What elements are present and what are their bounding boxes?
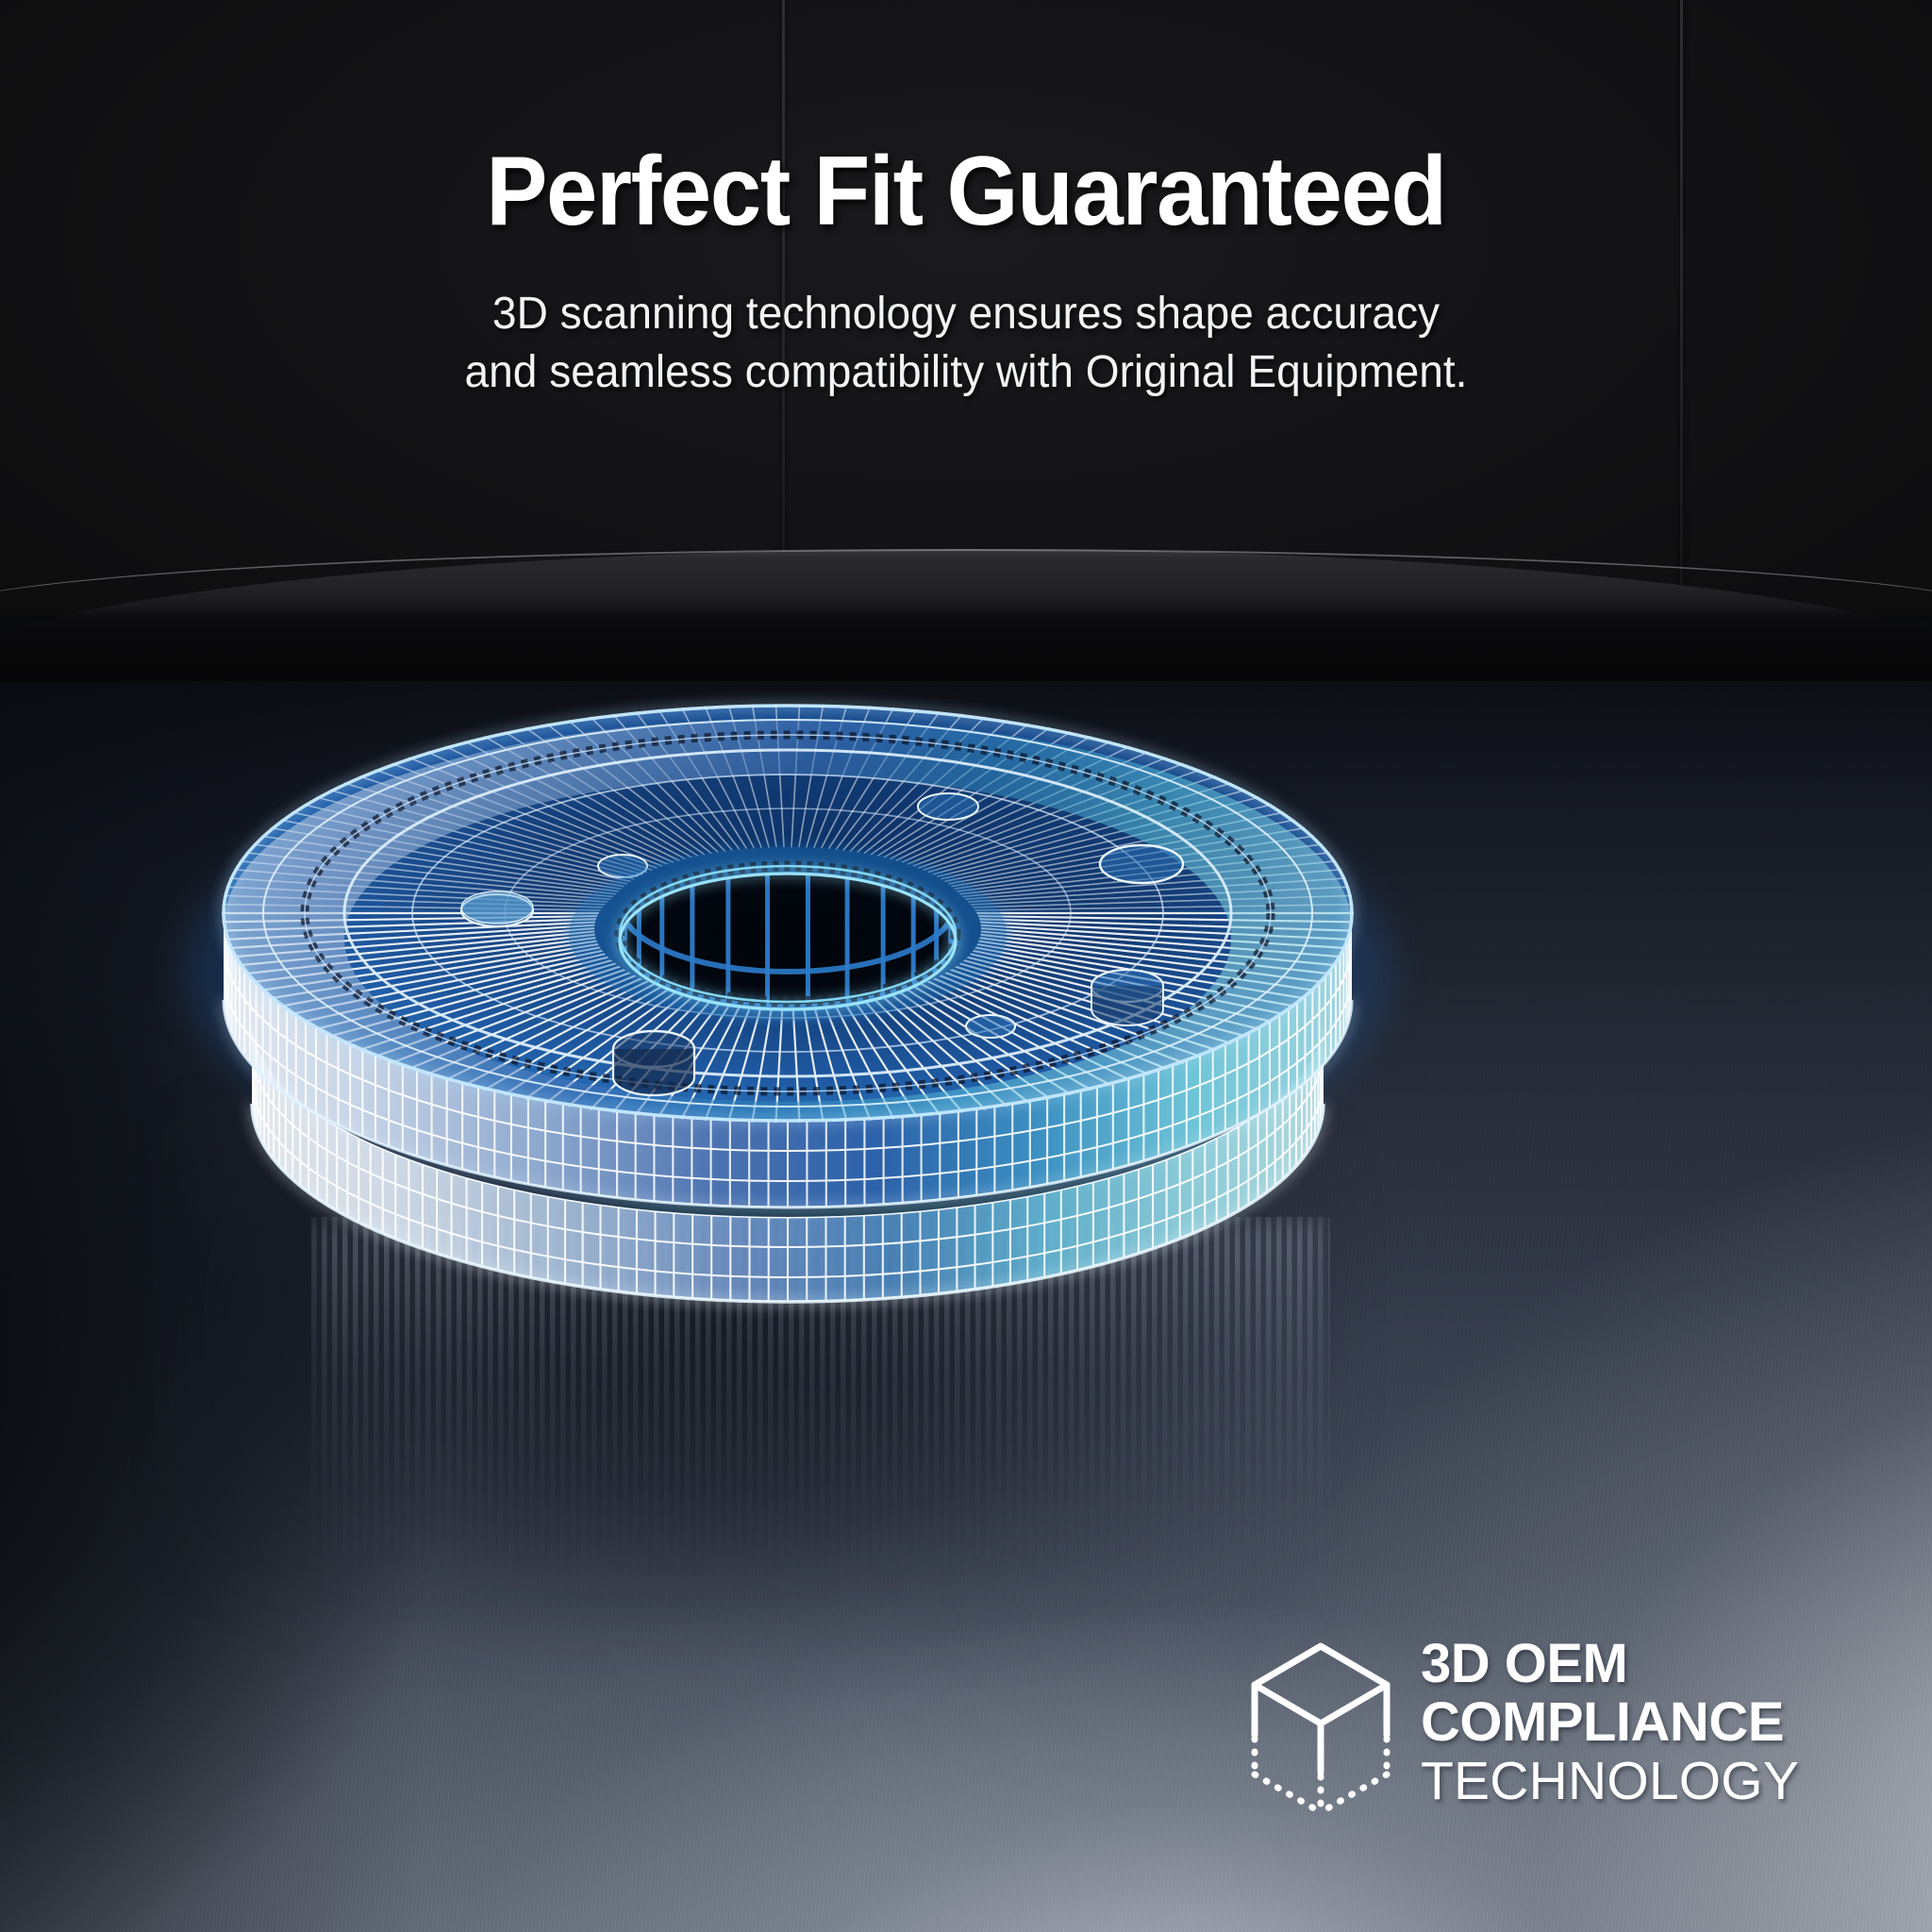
- wall-panel-seam-left: [782, 0, 785, 604]
- drum-mid-wall: [222, 913, 1354, 1209]
- wall-panel-seam-right: [1680, 0, 1683, 604]
- bolt-hole: [917, 792, 979, 821]
- header-block: Perfect Fit Guaranteed 3D scanning techn…: [0, 142, 1932, 403]
- bolt-holes: [459, 792, 1185, 1097]
- bolt-hole: [1090, 968, 1165, 1026]
- subtitle-line-2: and seamless compatibility with Original…: [464, 347, 1468, 398]
- logo-line-3: TECHNOLOGY: [1421, 1751, 1800, 1811]
- ledge-highlight-edge: [0, 549, 1932, 615]
- subtitle-line-1: 3D scanning technology ensures shape acc…: [491, 289, 1441, 340]
- page-subtitle: 3D scanning technology ensures shape acc…: [432, 285, 1501, 403]
- isometric-cube-icon: [1245, 1641, 1396, 1823]
- page-title: Perfect Fit Guaranteed: [486, 137, 1447, 246]
- brake-drum-wireframe: [165, 660, 1410, 1340]
- bolt-hole: [459, 891, 535, 928]
- bolt-hole: [965, 1014, 1016, 1039]
- logo-line-2: COMPLIANCE: [1421, 1691, 1784, 1753]
- center-bore: [569, 847, 1007, 1021]
- bolt-hole: [611, 1029, 696, 1097]
- drum-lower-skirt: [250, 1019, 1325, 1304]
- logo-wordmark: 3D OEM COMPLIANCE TECHNOLOGY: [1421, 1637, 1799, 1808]
- bolt-hole: [1098, 843, 1185, 885]
- compliance-logo: 3D OEM COMPLIANCE TECHNOLOGY: [1245, 1637, 1799, 1823]
- backdrop-wall: [0, 0, 1932, 604]
- logo-line-1: 3D OEM: [1421, 1633, 1628, 1694]
